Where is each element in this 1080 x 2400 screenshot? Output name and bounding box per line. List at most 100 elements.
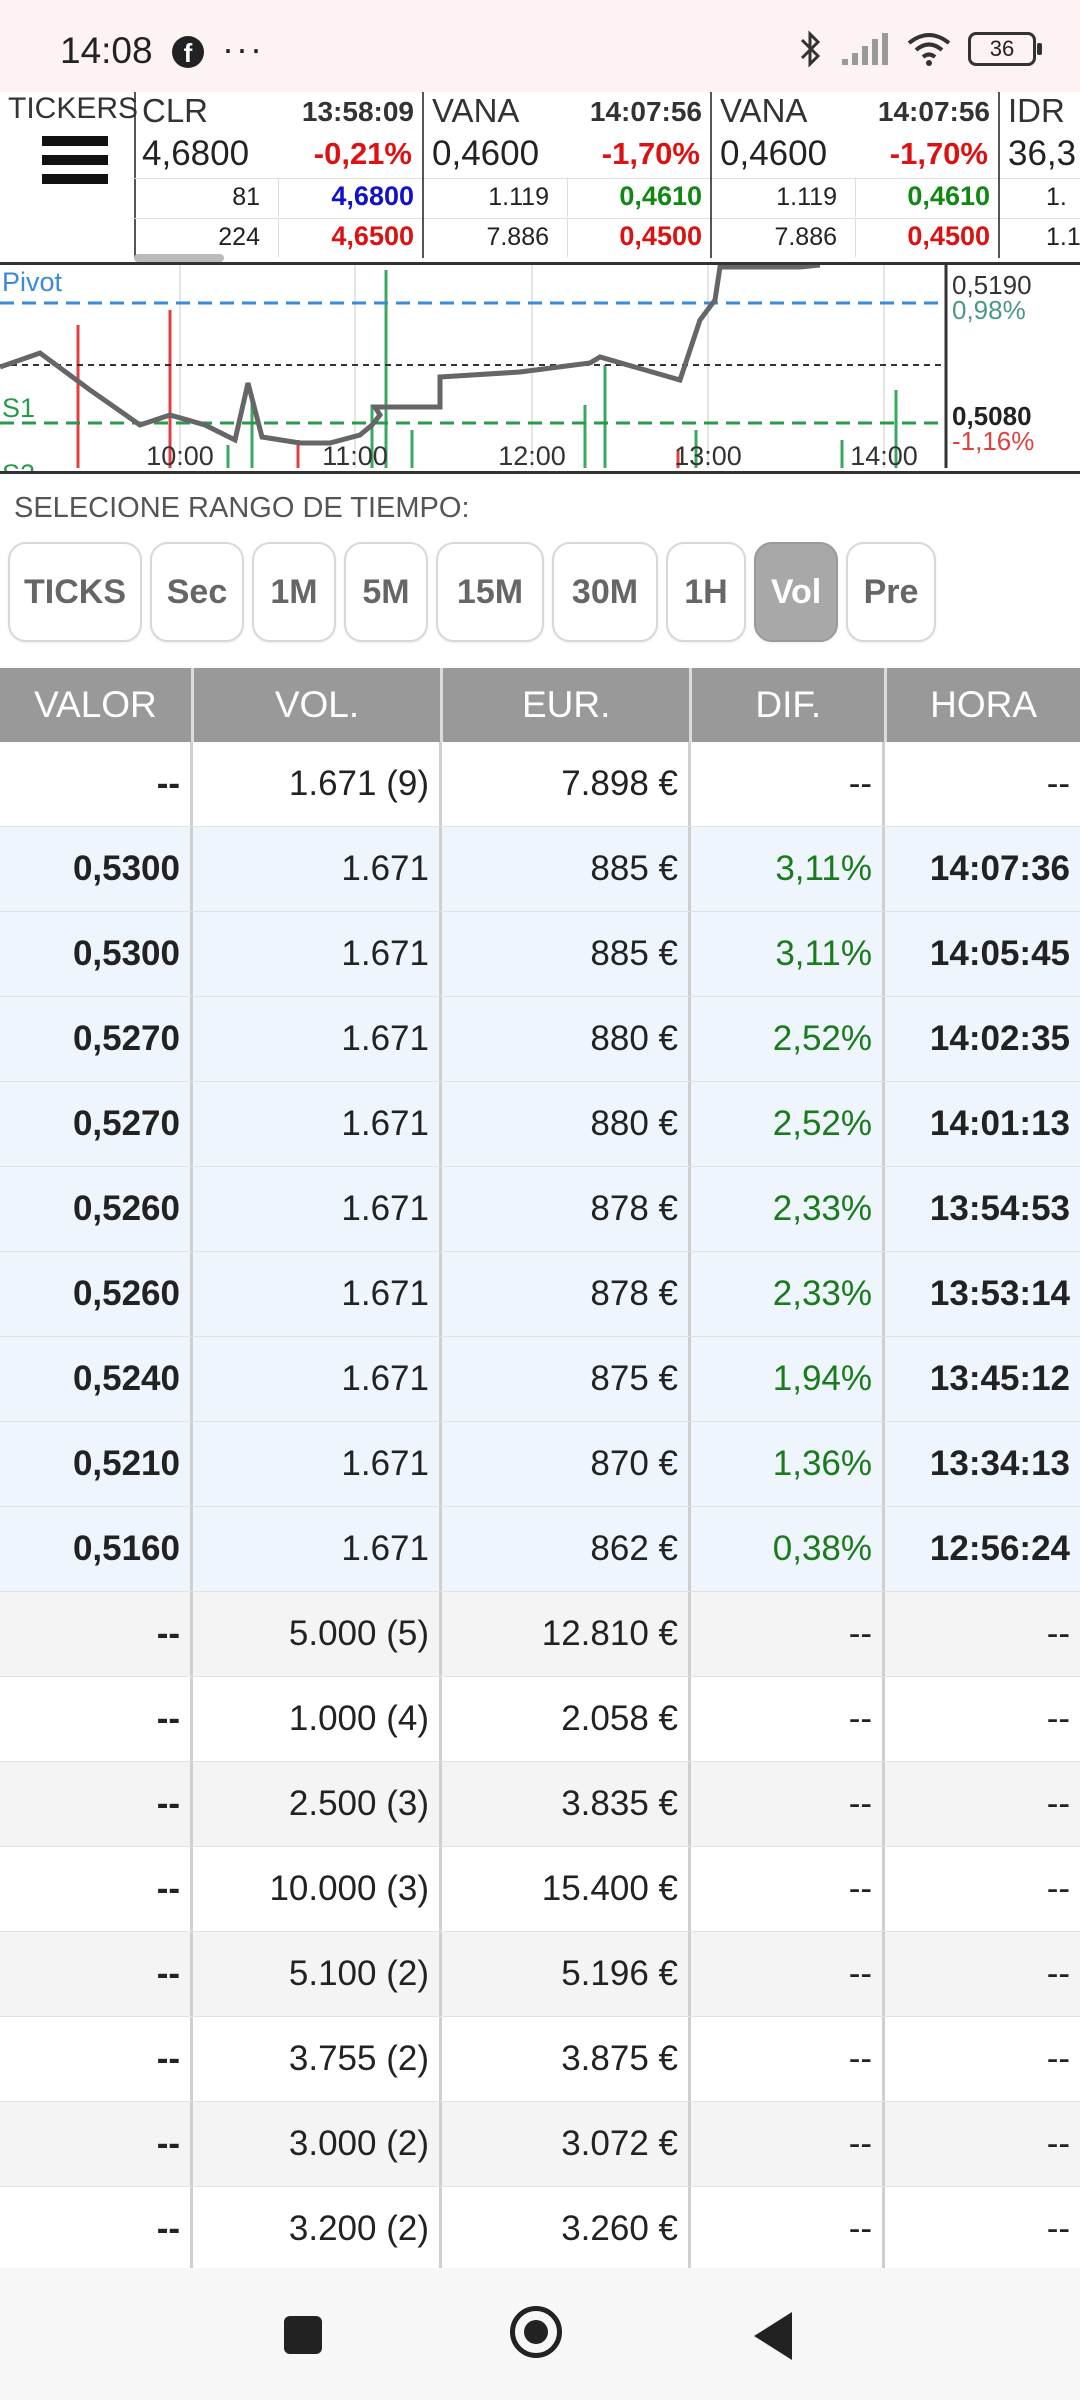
range-button-ticks[interactable]: TICKS bbox=[8, 542, 142, 642]
back-triangle-icon[interactable] bbox=[754, 2312, 792, 2360]
cell-eur: 15.400 € bbox=[442, 1847, 691, 1931]
cell-eur: 885 € bbox=[442, 827, 691, 911]
table-row[interactable]: 0,5260 1.671 878 €2,33% 13:54:53 bbox=[0, 1167, 1080, 1252]
range-button-30m[interactable]: 30M bbox=[552, 542, 658, 642]
tickers-menu[interactable]: TICKERS bbox=[0, 92, 139, 258]
range-selector-label: SELECIONE RANGO DE TIEMPO: bbox=[14, 492, 470, 524]
cell-vol: 1.671 (9) bbox=[193, 742, 442, 826]
cell-vol: 5.000 (5) bbox=[193, 1592, 442, 1676]
table-row[interactable]: -- 10.000 (3) 15.400 € -- -- bbox=[0, 1847, 1080, 1932]
ticker-bid-volume: 1.119 bbox=[488, 183, 549, 211]
right-axis-bottom-pct: -1,16% bbox=[952, 426, 1034, 456]
cell-vol: 3.200 (2) bbox=[193, 2187, 442, 2271]
table-row[interactable]: 0,5270 1.671 880 €2,52% 14:01:13 bbox=[0, 1082, 1080, 1167]
ticker-bid: 0,4610 bbox=[619, 181, 702, 211]
cell-hora: -- bbox=[1046, 1784, 1070, 1823]
range-button-1m[interactable]: 1M bbox=[252, 542, 336, 642]
ticker-symbol: VANA bbox=[432, 92, 520, 129]
cell-valor: -- bbox=[0, 1592, 193, 1676]
cell-hora: 13:45:12 bbox=[929, 1359, 1070, 1398]
recents-square-icon[interactable] bbox=[284, 2316, 322, 2354]
cell-eur: 3.072 € bbox=[442, 2102, 691, 2186]
hamburger-menu-icon[interactable] bbox=[42, 136, 108, 193]
range-button-5m[interactable]: 5M bbox=[344, 542, 428, 642]
table-row[interactable]: -- 3.200 (2) 3.260 € -- -- bbox=[0, 2187, 1080, 2272]
ticker-bid: 4,6800 bbox=[331, 181, 414, 211]
trades-table: VALOR VOL. EUR. DIF. HORA -- 1.671 (9) 7.8… bbox=[0, 668, 1080, 2272]
s2-label: S2 bbox=[2, 459, 35, 471]
range-button-1h[interactable]: 1H bbox=[666, 542, 746, 642]
wifi-icon bbox=[907, 33, 951, 66]
cell-vol: 1.000 (4) bbox=[193, 1677, 442, 1761]
ticker-card[interactable]: VANA 14:07:56 0,4600 -1,70% 1.119 0,4610… bbox=[712, 92, 1000, 258]
cell-vol: 2.500 (3) bbox=[193, 1762, 442, 1846]
cell-hora: -- bbox=[1046, 764, 1070, 803]
cell-eur: 3.835 € bbox=[442, 1762, 691, 1846]
chart-gridlines bbox=[179, 265, 885, 468]
cell-valor: 0,5300 bbox=[0, 912, 193, 996]
ticker-bid-volume: 81 bbox=[232, 183, 260, 211]
cell-vol: 1.671 bbox=[193, 1082, 442, 1166]
ticker-symbol: IDR bbox=[1008, 92, 1065, 129]
table-row[interactable]: -- 1.000 (4) 2.058 € -- -- bbox=[0, 1677, 1080, 1762]
ticker-card[interactable]: CLR 13:58:09 4,6800 -0,21% 81 4,6800 224… bbox=[134, 92, 424, 258]
ticker-ask-volume: 1.1 bbox=[1046, 223, 1080, 251]
table-row[interactable]: 0,5270 1.671 880 €2,52% 14:02:35 bbox=[0, 997, 1080, 1082]
table-row[interactable]: 0,5260 1.671 878 €2,33% 13:53:14 bbox=[0, 1252, 1080, 1337]
ticker-time: 14:07:56 bbox=[589, 96, 702, 127]
ticker-card[interactable]: VANA 14:07:56 0,4600 -1,70% 1.119 0,4610… bbox=[424, 92, 712, 258]
cell-dif: 2,33% bbox=[691, 1167, 885, 1251]
table-row[interactable]: -- 1.671 (9) 7.898 € -- -- bbox=[0, 742, 1080, 827]
ticker-change: -1,70% bbox=[601, 136, 700, 171]
cell-dif: 2,33% bbox=[691, 1252, 885, 1336]
table-row[interactable]: -- 5.100 (2) 5.196 € -- -- bbox=[0, 1932, 1080, 2017]
column-header-hora[interactable]: HORA bbox=[930, 684, 1038, 725]
home-circle-icon[interactable] bbox=[510, 2306, 562, 2358]
table-row[interactable]: -- 5.000 (5) 12.810 € -- -- bbox=[0, 1592, 1080, 1677]
status-time: 14:08 bbox=[60, 30, 153, 71]
cell-hora: -- bbox=[1046, 2209, 1070, 2248]
column-header-valor[interactable]: VALOR bbox=[0, 668, 194, 742]
tickers-scrollbar[interactable] bbox=[134, 254, 224, 262]
table-row[interactable]: 0,5300 1.671 885 €3,11% 14:07:36 bbox=[0, 827, 1080, 912]
ticker-ask: 0,4500 bbox=[619, 221, 702, 251]
cell-eur: 3.875 € bbox=[442, 2017, 691, 2101]
system-nav-bar bbox=[0, 2268, 1080, 2400]
column-header-vol[interactable]: VOL. bbox=[194, 668, 444, 742]
cell-hora: -- bbox=[1046, 1954, 1070, 1993]
ticker-ask-volume: 224 bbox=[218, 223, 260, 251]
cell-dif: 2,52% bbox=[691, 997, 885, 1081]
signal-icon bbox=[842, 33, 888, 65]
cell-hora: -- bbox=[1046, 2124, 1070, 2163]
table-row[interactable]: -- 3.000 (2) 3.072 € -- -- bbox=[0, 2102, 1080, 2187]
ticker-bid: 0,4610 bbox=[907, 181, 990, 211]
range-button-15m[interactable]: 15M bbox=[436, 542, 544, 642]
range-button-sec[interactable]: Sec bbox=[150, 542, 244, 642]
intraday-chart-svg: Pivot S1 S2 10:00 11:00 12:00 13:00 14:0… bbox=[0, 262, 1034, 489]
range-button-pre[interactable]: Pre bbox=[846, 542, 936, 642]
cell-valor: -- bbox=[0, 1762, 193, 1846]
table-row[interactable]: 0,5240 1.671 875 €1,94% 13:45:12 bbox=[0, 1337, 1080, 1422]
cell-valor: -- bbox=[0, 742, 193, 826]
cell-vol: 3.755 (2) bbox=[193, 2017, 442, 2101]
ticker-card[interactable]: IDR 36,3 1. 1.1 bbox=[1000, 92, 1080, 258]
cell-eur: 5.196 € bbox=[442, 1932, 691, 2016]
table-row[interactable]: 0,5300 1.671 885 €3,11% 14:05:45 bbox=[0, 912, 1080, 997]
tickers-label: TICKERS bbox=[8, 92, 139, 125]
cell-dif: -- bbox=[691, 2102, 885, 2186]
cell-eur: 885 € bbox=[442, 912, 691, 996]
tickers-strip: TICKERS CLR 13:58:09 4,6800 -0,21% 81 4,… bbox=[0, 92, 1080, 265]
table-row[interactable]: -- 2.500 (3) 3.835 € -- -- bbox=[0, 1762, 1080, 1847]
table-row[interactable]: 0,5210 1.671 870 €1,36% 13:34:13 bbox=[0, 1422, 1080, 1507]
ticker-price: 0,4600 bbox=[720, 134, 828, 173]
column-header-eur[interactable]: EUR. bbox=[443, 668, 693, 742]
table-row[interactable]: 0,5160 1.671 862 €0,38% 12:56:24 bbox=[0, 1507, 1080, 1592]
range-button-vol[interactable]: Vol bbox=[754, 542, 838, 642]
cell-vol: 10.000 (3) bbox=[193, 1847, 442, 1931]
cell-eur: 2.058 € bbox=[442, 1677, 691, 1761]
ticker-ask: 4,6500 bbox=[331, 221, 414, 251]
column-header-dif[interactable]: DIF. bbox=[692, 668, 888, 742]
table-row[interactable]: -- 3.755 (2) 3.875 € -- -- bbox=[0, 2017, 1080, 2102]
ticker-symbol: CLR bbox=[142, 92, 209, 129]
x-axis-label: 11:00 bbox=[322, 441, 388, 471]
